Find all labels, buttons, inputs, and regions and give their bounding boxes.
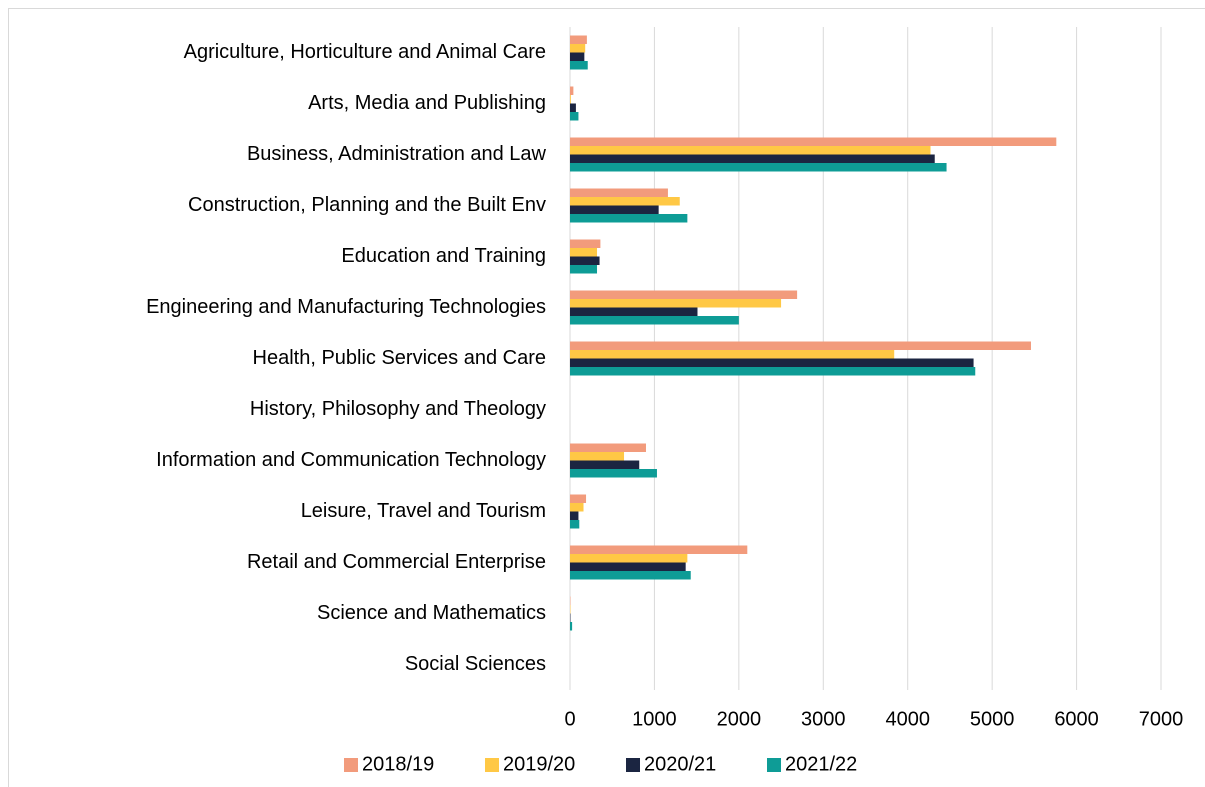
x-tick-label: 6000 xyxy=(1054,708,1099,730)
category-label: Arts, Media and Publishing xyxy=(308,92,546,114)
bar xyxy=(570,494,587,503)
bar xyxy=(570,367,976,376)
x-tick-label: 1000 xyxy=(632,708,677,730)
x-tick-label: 7000 xyxy=(1139,708,1184,730)
category-label: Agriculture, Horticulture and Animal Car… xyxy=(184,41,546,63)
bar xyxy=(570,44,586,53)
x-tick-label: 0 xyxy=(564,708,575,730)
bar xyxy=(570,112,579,121)
bar xyxy=(570,95,571,104)
bar xyxy=(570,469,657,478)
category-label: Information and Communication Technology xyxy=(156,449,546,471)
bar xyxy=(570,307,698,316)
legend-swatch xyxy=(344,758,358,772)
bar xyxy=(570,341,1031,350)
category-label: Retail and Commercial Enterprise xyxy=(247,551,546,573)
category-label: History, Philosophy and Theology xyxy=(250,398,546,420)
bar xyxy=(570,86,574,95)
bar xyxy=(570,239,601,248)
x-tick-label: 4000 xyxy=(885,708,930,730)
legend-swatch xyxy=(626,758,640,772)
category-label: Science and Mathematics xyxy=(317,602,546,624)
x-tick-label: 3000 xyxy=(801,708,846,730)
category-label: Education and Training xyxy=(341,245,546,267)
bar xyxy=(570,265,598,274)
legend-label: 2021/22 xyxy=(785,753,857,775)
bar xyxy=(570,520,580,529)
bar xyxy=(570,154,935,163)
x-tick-label: 2000 xyxy=(717,708,762,730)
category-label: Construction, Planning and the Built Env xyxy=(188,194,546,216)
bar xyxy=(570,503,584,512)
category-label: Health, Public Services and Care xyxy=(253,347,546,369)
category-label: Engineering and Manufacturing Technologi… xyxy=(146,296,546,318)
bar xyxy=(570,443,646,452)
bar xyxy=(570,35,587,44)
bar xyxy=(570,622,573,631)
bar xyxy=(570,137,1057,146)
bar xyxy=(570,214,688,223)
bar xyxy=(570,511,579,520)
legend-label: 2019/20 xyxy=(503,753,575,775)
bar xyxy=(570,163,947,172)
bar xyxy=(570,299,782,308)
legend-label: 2020/21 xyxy=(644,753,716,775)
category-label: Leisure, Travel and Tourism xyxy=(301,500,546,522)
bar xyxy=(570,571,691,580)
bar xyxy=(570,61,588,70)
legend-swatch xyxy=(485,758,499,772)
x-tick-label: 5000 xyxy=(970,708,1015,730)
bar xyxy=(570,248,598,257)
bar xyxy=(570,52,585,61)
bar xyxy=(570,188,668,197)
bar xyxy=(570,103,576,112)
legend-label: 2018/19 xyxy=(362,753,434,775)
bar xyxy=(570,545,748,554)
bar xyxy=(570,562,686,571)
bar xyxy=(570,205,659,214)
bar xyxy=(570,290,798,299)
chart-border xyxy=(8,8,1205,787)
category-label: Social Sciences xyxy=(405,653,546,675)
legend-swatch xyxy=(767,758,781,772)
bar xyxy=(570,256,600,265)
bar xyxy=(570,554,688,563)
bar xyxy=(570,358,974,367)
category-label: Business, Administration and Law xyxy=(247,143,547,165)
bar xyxy=(570,146,931,155)
bar xyxy=(570,460,640,469)
bar xyxy=(570,350,895,359)
bar xyxy=(570,316,739,325)
bar xyxy=(570,452,625,461)
bar xyxy=(570,197,680,206)
